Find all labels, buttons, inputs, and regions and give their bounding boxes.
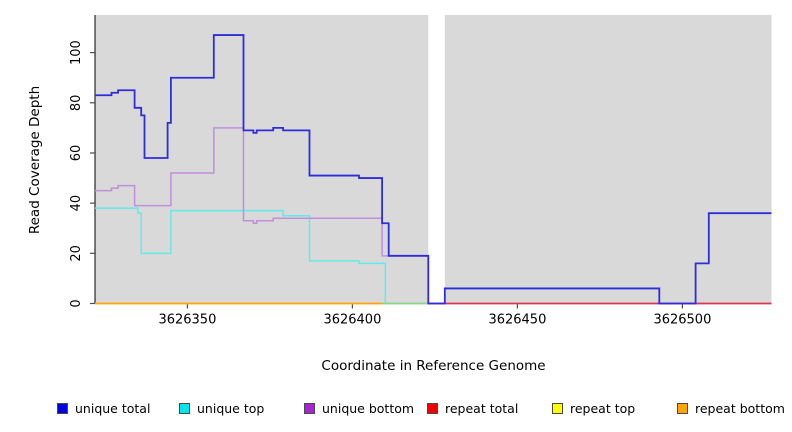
legend-label: unique top: [197, 400, 265, 416]
x-tick-label: 3626400: [323, 313, 381, 328]
y-tick-label: 20: [69, 245, 84, 262]
x-tick-label: 3626500: [653, 313, 711, 328]
legend-item-repeat-top: repeat top: [552, 399, 635, 417]
legend-item-repeat-total: repeat total: [427, 399, 518, 417]
legend-swatch-repeat-top: [552, 402, 563, 414]
legend-swatch-unique-total: [57, 402, 68, 414]
legend-label: repeat top: [570, 400, 636, 416]
y-tick-label: 100: [69, 40, 84, 65]
legend-swatch-unique-bottom: [304, 402, 315, 414]
legend-swatch-unique-top: [179, 402, 190, 414]
masked-gap-band: [428, 14, 445, 305]
x-tick-label: 3626350: [158, 313, 216, 328]
legend-swatch-repeat-total: [427, 402, 438, 414]
legend-label: repeat bottom: [695, 400, 785, 416]
coverage-plot: 3626350 3626400 3626450 3626500 0 20 40 60 80 100: [69, 14, 772, 328]
legend-label: unique total: [75, 400, 151, 416]
series-line-unique-total: [95, 34, 772, 305]
legend-swatch-repeat-bottom: [677, 402, 688, 414]
y-axis-title: Read Coverage Depth: [27, 85, 43, 235]
y-tick-label: 60: [69, 145, 84, 162]
legend-item-unique-top: unique top: [179, 399, 264, 417]
legend-item-unique-bottom: unique bottom: [304, 399, 414, 417]
legend-label: repeat total: [445, 400, 519, 416]
y-tick-label: 80: [69, 95, 84, 112]
series-line-unique-top: [95, 207, 429, 305]
x-axis-title: Coordinate in Reference Genome: [321, 358, 546, 374]
x-tick-label: 3626450: [488, 313, 546, 328]
legend: unique total unique top unique bottom repea…: [0, 399, 792, 423]
y-tick-label: 40: [69, 195, 84, 212]
legend-label: unique bottom: [322, 400, 415, 416]
legend-item-repeat-bottom: repeat bottom: [677, 399, 785, 417]
legend-item-unique-total: unique total: [57, 399, 150, 417]
y-tick-label: 0: [69, 299, 84, 307]
